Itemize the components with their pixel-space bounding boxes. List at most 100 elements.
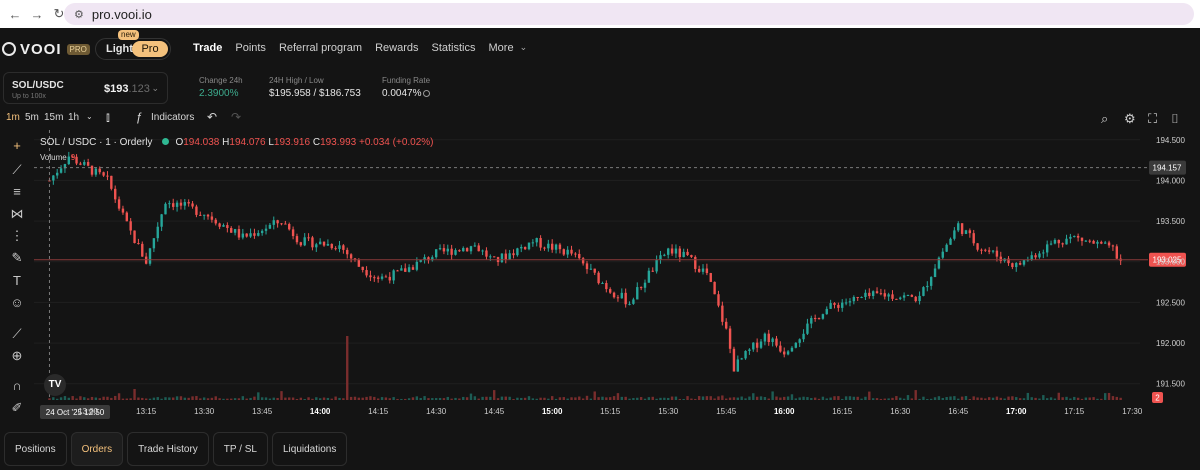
volume-bar bbox=[504, 396, 507, 400]
fib-icon[interactable]: ⋮ bbox=[10, 228, 24, 243]
pattern-icon[interactable]: ⋈ bbox=[10, 206, 24, 221]
tab-positions[interactable]: Positions bbox=[4, 432, 67, 466]
tradingview-logo[interactable]: TV bbox=[44, 374, 66, 396]
undo-icon[interactable]: ↶ bbox=[207, 110, 218, 124]
candle bbox=[388, 276, 391, 281]
interval-dropdown-icon[interactable]: ⌄ bbox=[86, 112, 93, 121]
settings-gear-icon[interactable]: ⚙ bbox=[1124, 111, 1136, 126]
candle bbox=[237, 229, 241, 238]
back-icon[interactable]: ← bbox=[8, 6, 22, 22]
volume-bar bbox=[508, 396, 511, 400]
candle bbox=[651, 270, 654, 272]
volume-bar bbox=[763, 397, 767, 400]
candle bbox=[1011, 263, 1014, 268]
redo-icon[interactable]: ↷ bbox=[231, 110, 242, 124]
mode-light[interactable]: Light bbox=[106, 43, 133, 55]
candle bbox=[264, 228, 268, 231]
trendline-icon[interactable]: ⟋ bbox=[12, 162, 22, 177]
candle bbox=[663, 254, 666, 256]
candle bbox=[697, 268, 701, 272]
zoom-icon[interactable]: ⌕ bbox=[1101, 111, 1109, 126]
volume-bar bbox=[218, 398, 221, 400]
lock-drawing-icon[interactable]: ✐ bbox=[11, 400, 23, 415]
volume-bar bbox=[701, 396, 705, 400]
browser-bar: ← → ↻ ⚙ pro.vooi.io bbox=[0, 0, 1200, 28]
magnet-icon[interactable]: ∩ bbox=[12, 378, 22, 393]
tab-orders[interactable]: Orders bbox=[70, 432, 124, 466]
interval-5m[interactable]: 5m bbox=[25, 112, 39, 123]
candle bbox=[384, 276, 388, 278]
indicators-button[interactable]: Indicators bbox=[151, 112, 195, 123]
candle bbox=[431, 257, 434, 261]
reload-icon[interactable]: ↻ bbox=[53, 6, 65, 21]
nav-more[interactable]: More bbox=[488, 42, 514, 54]
mode-pro[interactable]: Pro bbox=[132, 41, 168, 57]
nav-statistics[interactable]: Statistics bbox=[431, 42, 476, 54]
candle bbox=[643, 282, 647, 288]
candle bbox=[574, 253, 577, 255]
candle bbox=[1065, 238, 1068, 245]
x-tick-label: 15:00 bbox=[542, 407, 563, 416]
brush-icon[interactable]: ✎ bbox=[11, 250, 23, 265]
address-bar[interactable]: ⚙ pro.vooi.io bbox=[64, 3, 1194, 25]
chevron-down-icon[interactable]: ⌄ bbox=[519, 42, 528, 52]
nav-rewards[interactable]: Rewards bbox=[375, 42, 419, 54]
x-tick-label: 14:30 bbox=[426, 407, 447, 416]
crosshair-icon[interactable]: + bbox=[13, 138, 21, 153]
price-scale-badge bbox=[1152, 392, 1163, 403]
interval-1m[interactable]: 1m bbox=[6, 112, 20, 123]
nav-referral[interactable]: Referral program bbox=[278, 42, 363, 54]
volume-bar bbox=[276, 397, 279, 400]
interval-15m[interactable]: 15m bbox=[44, 112, 64, 123]
horizontal-lines-icon[interactable]: ≡ bbox=[13, 184, 21, 199]
volume-bar bbox=[75, 398, 78, 400]
zoom-in-icon[interactable]: ⊕ bbox=[11, 348, 23, 363]
candle bbox=[392, 270, 395, 281]
tab-trade-history[interactable]: Trade History bbox=[127, 432, 209, 466]
info-icon[interactable] bbox=[423, 89, 431, 97]
ruler-icon[interactable]: ⟋ bbox=[12, 326, 22, 341]
brand-logo[interactable]: VOOI PRO bbox=[2, 41, 90, 58]
volume-bar bbox=[883, 398, 886, 400]
emoji-icon[interactable]: ☺ bbox=[10, 295, 24, 310]
nav-trade[interactable]: Trade bbox=[193, 42, 223, 54]
tab-tpsl[interactable]: TP / SL bbox=[212, 432, 268, 466]
volume-bar bbox=[1119, 397, 1122, 400]
volume-bar bbox=[833, 396, 836, 400]
candle bbox=[404, 268, 407, 272]
candles-type-icon[interactable]: ⫾ bbox=[106, 110, 110, 124]
volume-bar bbox=[195, 396, 198, 400]
url-text[interactable]: pro.vooi.io bbox=[91, 6, 152, 22]
candle bbox=[1076, 235, 1080, 238]
volume-bar bbox=[257, 392, 260, 400]
interval-1h[interactable]: 1h bbox=[68, 112, 80, 123]
forward-icon[interactable]: → bbox=[30, 6, 44, 22]
candle bbox=[705, 268, 709, 274]
tab-liquidations[interactable]: Liquidations bbox=[271, 432, 348, 466]
indicators-icon[interactable]: ƒ bbox=[136, 110, 143, 124]
volume-bar bbox=[1073, 396, 1076, 400]
volume-bar bbox=[899, 397, 902, 400]
nav-points[interactable]: Points bbox=[235, 42, 266, 54]
volume-bar bbox=[485, 396, 488, 400]
candle bbox=[914, 296, 917, 302]
candle bbox=[821, 314, 825, 319]
volume-bar bbox=[249, 397, 252, 400]
camera-icon[interactable]: ⌷ bbox=[1171, 111, 1179, 126]
volume-bar bbox=[361, 397, 364, 400]
price-scale-badge-label: 2 bbox=[1155, 394, 1160, 403]
mode-toggle[interactable]: new Light Pro bbox=[95, 30, 171, 60]
site-settings-icon[interactable]: ⚙ bbox=[74, 8, 84, 21]
volume-bar bbox=[272, 397, 275, 400]
volume-bar bbox=[1076, 397, 1080, 400]
chevron-down-icon[interactable]: ⌄ bbox=[151, 83, 159, 93]
volume-bar bbox=[755, 396, 759, 400]
candle bbox=[902, 295, 906, 298]
pair-selector[interactable]: SOL/USDC Up to 100x $193.123 ⌄ bbox=[3, 72, 168, 104]
candle bbox=[605, 283, 608, 290]
candle bbox=[1053, 240, 1057, 244]
fullscreen-icon[interactable]: ⛶ bbox=[1148, 111, 1158, 126]
text-tool-icon[interactable]: T bbox=[13, 273, 21, 288]
volume-bar bbox=[972, 396, 975, 400]
